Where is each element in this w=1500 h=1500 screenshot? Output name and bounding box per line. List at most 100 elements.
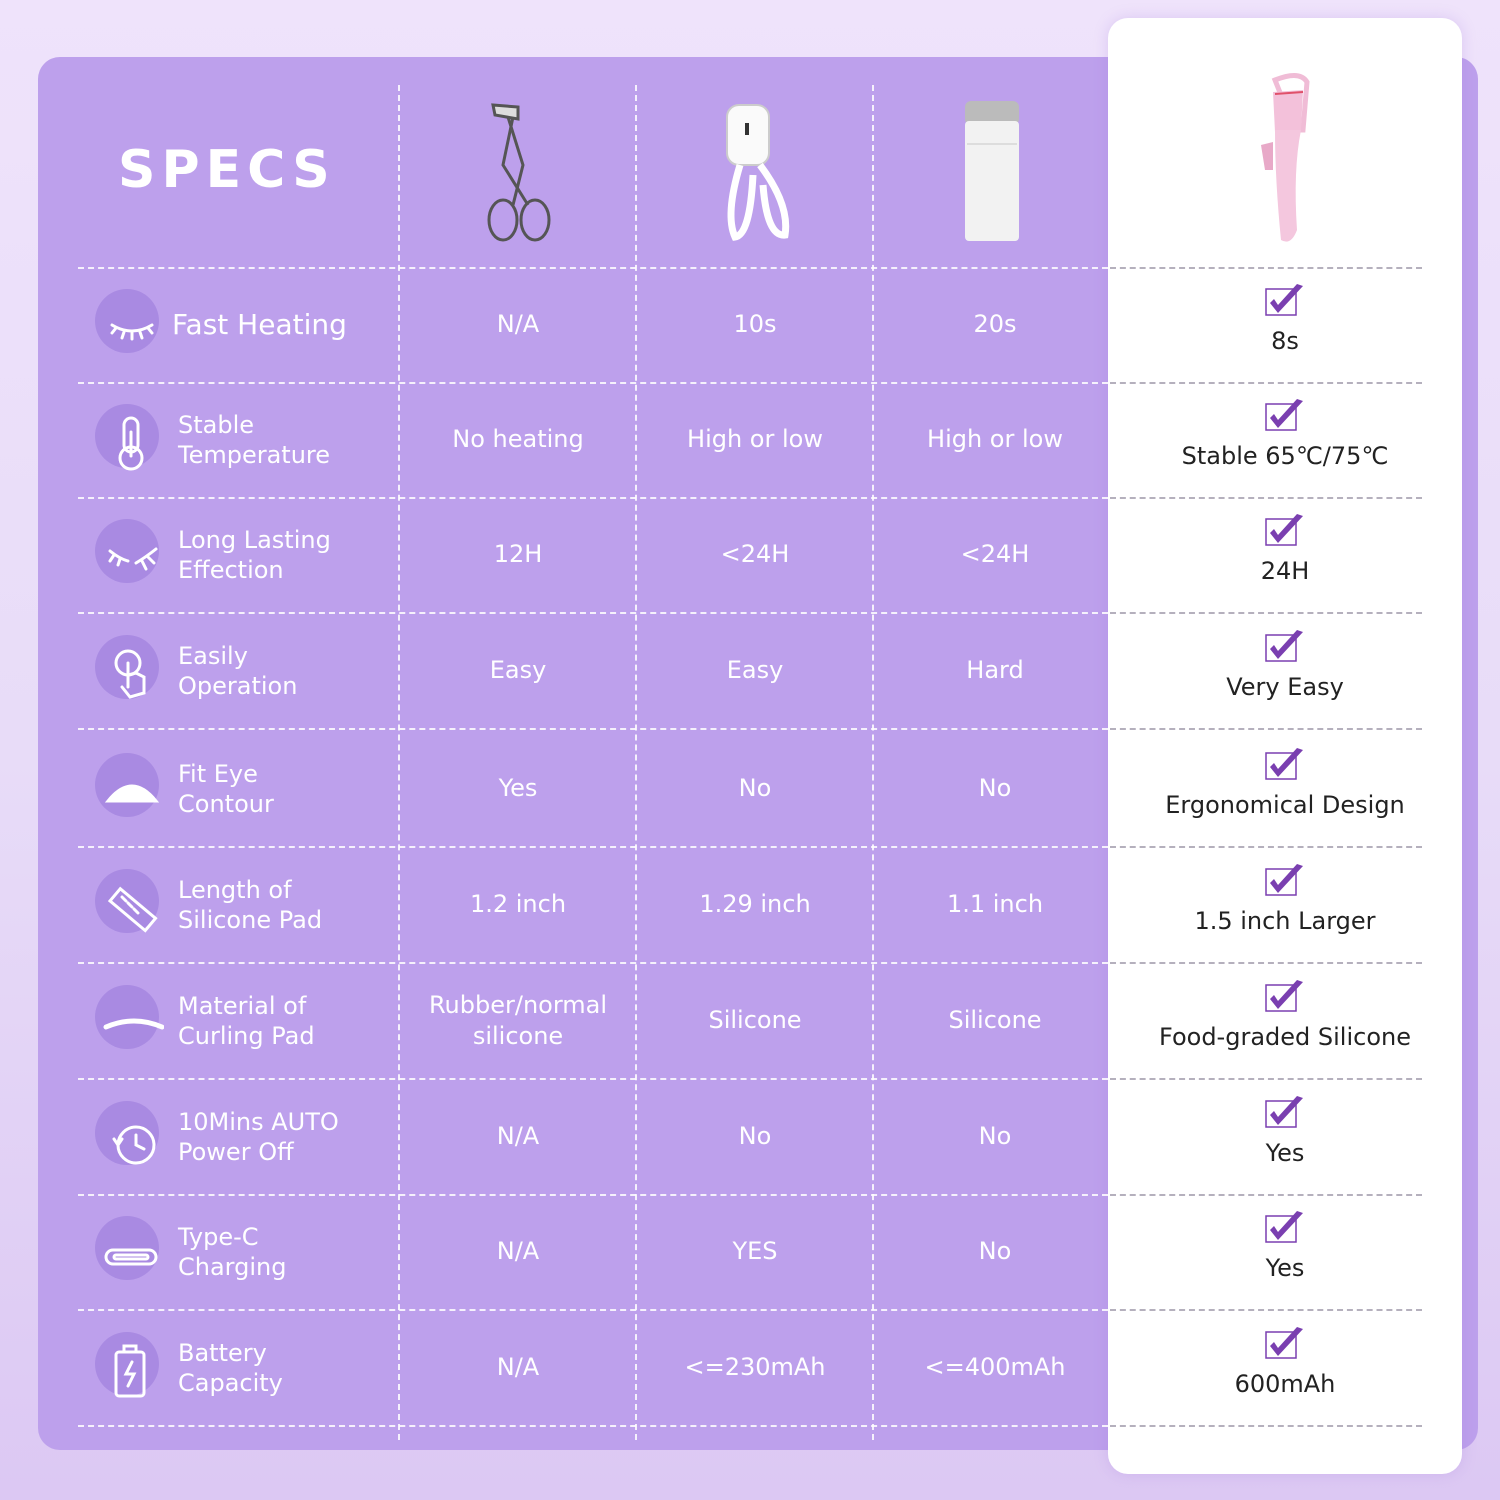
featured-value: 1.5 inch Larger — [1194, 907, 1376, 935]
eye-contour-icon — [100, 761, 164, 825]
spec-row: Fit Eye Contour Yes No No Ergonomical Design — [0, 731, 1500, 846]
feature-label: Material of Curling Pad — [178, 991, 315, 1051]
icon-background — [95, 752, 159, 817]
featured-value: Ergonomical Design — [1165, 791, 1405, 819]
checkmark-icon — [1265, 979, 1303, 1012]
icon-background — [95, 984, 159, 1049]
competitor-value: 1.2 inch — [403, 889, 633, 920]
feature-label-line: Contour — [178, 789, 274, 818]
competitor-value-line: Easy — [726, 656, 784, 684]
row-divider — [78, 1078, 1108, 1080]
checkmark-icon — [1265, 1210, 1303, 1243]
checkmark-icon — [1265, 513, 1303, 546]
spec-row: Type-C Charging N/A YES No Yes — [0, 1194, 1500, 1309]
competitor-value-line: Silicone — [708, 1006, 802, 1034]
competitor-value: 20s — [880, 309, 1110, 340]
row-divider — [78, 962, 1108, 964]
row-divider — [1110, 1194, 1422, 1196]
spec-row: Long Lasting Effection 12H <24H <24H 24H — [0, 497, 1500, 612]
product-image-heated-comb-curler — [874, 85, 1109, 255]
competitor-value-line: No heating — [452, 425, 584, 453]
row-divider — [78, 1194, 1108, 1196]
feature-label: Type-C Charging — [178, 1222, 286, 1282]
feature-label-line: Length of — [178, 875, 292, 904]
competitor-value-line: No — [978, 1122, 1012, 1150]
competitor-value: <=400mAh — [880, 1352, 1110, 1383]
icon-background — [95, 1215, 159, 1280]
column-divider — [398, 85, 400, 1440]
competitor-value: 1.1 inch — [880, 889, 1110, 920]
product-image-manual-curler — [400, 85, 635, 255]
checkmark-icon — [1265, 283, 1303, 316]
competitor-value-line: Hard — [966, 656, 1024, 684]
feature-label: Battery Capacity — [178, 1338, 283, 1398]
spec-row: Easily Operation Easy Easy Hard Very Easy — [0, 613, 1500, 728]
touch-hand-icon — [100, 643, 164, 707]
feature-label-line: Operation — [178, 671, 298, 700]
competitor-value-line: YES — [732, 1237, 778, 1265]
checkmark-icon — [1265, 1326, 1303, 1359]
competitor-value: High or low — [640, 424, 870, 455]
competitor-value: <24H — [640, 539, 870, 570]
competitor-value: N/A — [403, 309, 633, 340]
checkmark-icon — [1265, 863, 1303, 896]
battery-icon — [100, 1340, 164, 1404]
competitor-value-line: Yes — [498, 774, 538, 802]
spec-row: Battery Capacity N/A <=230mAh <=400mAh 600mAh — [0, 1310, 1500, 1425]
feature-label-line: Effection — [178, 555, 284, 584]
feature-label: Length of Silicone Pad — [178, 875, 322, 935]
feature-label-line: Material of — [178, 991, 307, 1020]
feature-label: Easily Operation — [178, 641, 297, 701]
competitor-value-line: Easy — [489, 656, 547, 684]
competitor-value: No heating — [403, 424, 633, 455]
competitor-value: Rubber/normal silicone — [403, 990, 633, 1052]
featured-value: Very Easy — [1226, 673, 1344, 701]
feature-label: Long Lasting Effection — [178, 525, 331, 585]
competitor-value: N/A — [403, 1121, 633, 1152]
competitor-value-line: 10s — [733, 310, 777, 338]
competitor-value: <=230mAh — [640, 1352, 870, 1383]
feature-label-line: Stable — [178, 410, 255, 439]
featured-value: Yes — [1265, 1139, 1305, 1167]
competitor-value-line: N/A — [496, 1237, 540, 1265]
competitor-value: Easy — [403, 655, 633, 686]
competitor-value-line: <=400mAh — [924, 1353, 1066, 1381]
featured-value: Food-graded Silicone — [1159, 1023, 1411, 1051]
competitor-value-line: 1.29 inch — [699, 890, 811, 918]
competitor-value: 10s — [640, 309, 870, 340]
competitor-value: 1.29 inch — [640, 889, 870, 920]
competitor-value-line: N/A — [496, 310, 540, 338]
feature-label-line: Power Off — [178, 1137, 294, 1166]
row-divider — [78, 728, 1108, 730]
feature-label-line: Capacity — [178, 1368, 283, 1397]
competitor-value-line: <=230mAh — [684, 1353, 826, 1381]
competitor-value: <24H — [880, 539, 1110, 570]
featured-value: 8s — [1271, 327, 1299, 355]
row-divider — [1110, 267, 1422, 269]
row-divider — [78, 1425, 1108, 1427]
eyelash-icon — [100, 527, 164, 591]
ruler-icon — [100, 877, 164, 941]
row-divider — [78, 497, 1108, 499]
clock-icon — [100, 1109, 164, 1173]
checkmark-icon — [1265, 1095, 1303, 1128]
feature-label: Stable Temperature — [178, 410, 330, 470]
row-divider — [78, 1309, 1108, 1311]
competitor-value-line: <24H — [960, 540, 1030, 568]
row-divider — [1110, 382, 1422, 384]
competitor-value: No — [640, 1121, 870, 1152]
competitor-value-line: N/A — [496, 1353, 540, 1381]
competitor-value-line: 1.1 inch — [946, 890, 1044, 918]
icon-background — [95, 288, 159, 353]
spec-row: Length of Silicone Pad 1.2 inch 1.29 inch 1.… — [0, 847, 1500, 962]
competitor-value-line: No — [978, 1237, 1012, 1265]
competitor-value-line: 12H — [493, 540, 543, 568]
row-divider — [1110, 728, 1422, 730]
featured-value: Stable 65℃/75℃ — [1181, 442, 1389, 470]
icon-background — [95, 403, 159, 468]
spec-row: Fast Heating N/A 10s 20s 8s — [0, 267, 1500, 382]
icon-background — [95, 518, 159, 583]
feature-label: 10Mins AUTO Power Off — [178, 1107, 339, 1167]
competitor-value: No — [880, 1236, 1110, 1267]
competitor-value-line: No — [738, 1122, 772, 1150]
